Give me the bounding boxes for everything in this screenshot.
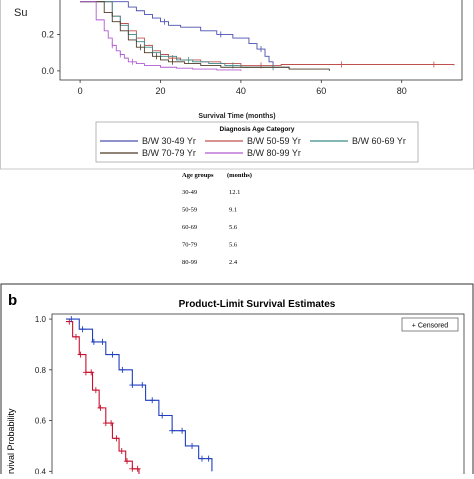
x-axis-label: Survival Time (months) <box>198 113 275 120</box>
censor-mark <box>113 435 120 442</box>
censor-mark <box>189 442 196 449</box>
x-tick-label: 80 <box>397 86 407 96</box>
y-axis-label: Su <box>14 7 27 19</box>
x-tick-label: 0 <box>78 86 83 96</box>
survival-step-line <box>80 1 274 68</box>
series-b-w-60-69-yr <box>80 1 290 71</box>
table-cell: 12.1 <box>229 189 240 196</box>
censor-mark <box>82 369 89 376</box>
censor-mark <box>92 387 99 394</box>
series-1 <box>66 316 213 472</box>
censor-mark <box>124 458 131 465</box>
censor-mark <box>205 455 212 462</box>
series-b-w-30-49-yr <box>80 1 274 68</box>
series-b-w-80-99-yr <box>80 1 242 71</box>
y-tick-label: 0.6 <box>35 417 47 426</box>
legend-entry: B/W 70-79 Yr <box>142 148 196 158</box>
legend-box <box>95 121 419 163</box>
censor-mark <box>118 448 125 455</box>
table-cell: 80-99 <box>182 259 197 266</box>
legend-entry: B/W 60-69 Yr <box>352 136 406 146</box>
series-0 <box>66 318 141 477</box>
censor-mark <box>198 455 205 462</box>
table-cell: 2.4 <box>229 259 238 266</box>
survival-step-line <box>80 1 290 70</box>
censor-mark <box>108 420 115 427</box>
censor-mark <box>139 382 146 389</box>
censor-mark <box>90 338 97 345</box>
median-survival-table: Age groups (months) 30-49 12.1 50-59 9.1 60-69… <box>182 172 252 266</box>
survival-step-line <box>80 1 455 66</box>
censor-mark <box>159 412 166 419</box>
legend-entry: B/W 80-99 Yr <box>247 148 301 158</box>
panel-b-border <box>0 283 474 479</box>
table-cell: 60-69 <box>182 224 197 231</box>
x-tick-label: 20 <box>155 86 165 96</box>
chart-title: Product-Limit Survival Estimates <box>179 299 336 310</box>
y-tick-label: 0.2 <box>41 29 54 39</box>
panel-a-plot: 0 20 40 60 80 0.0 0.2 <box>41 0 463 96</box>
panel-label: b <box>8 292 17 309</box>
censor-mark <box>77 351 84 358</box>
x-tick-label: 40 <box>236 86 246 96</box>
series-b-w-70-79-yr <box>80 1 330 71</box>
censor-mark <box>129 465 136 472</box>
legend-entry: B/W 50-59 Yr <box>247 136 301 146</box>
legend-entry: B/W 30-49 Yr <box>142 136 196 146</box>
censor-mark <box>169 427 176 434</box>
y-tick-label: 0.0 <box>41 66 54 76</box>
censor-mark <box>179 427 186 434</box>
table-header: Age groups <box>182 172 214 179</box>
legend-entry-censored: + Censored <box>412 323 448 330</box>
survival-step-line <box>80 1 330 71</box>
table-cell: 5.6 <box>229 242 238 249</box>
y-tick-label: 0.4 <box>35 467 47 474</box>
censor-mark <box>129 382 136 389</box>
censor-mark <box>72 333 79 340</box>
censor-mark <box>79 326 86 333</box>
plot-frame <box>59 0 463 81</box>
y-axis-label-b: rvival Probability <box>6 408 16 474</box>
survival-step-line <box>66 318 213 472</box>
censor-mark <box>99 338 106 345</box>
x-tick-label: 60 <box>316 86 326 96</box>
y-tick-label: 1.0 <box>35 315 47 324</box>
censor-mark <box>149 397 156 404</box>
table-cell: 5.6 <box>229 224 238 231</box>
legend-title: Diagnosis Age Category <box>220 126 295 133</box>
table-cell: 30-49 <box>182 189 197 196</box>
legend-box-b <box>401 317 459 332</box>
censor-mark <box>88 369 95 376</box>
table-cell: 9.1 <box>229 207 237 214</box>
censor-mark <box>102 420 109 427</box>
censor-mark <box>109 351 116 358</box>
censor-mark <box>68 316 75 323</box>
censor-mark <box>134 465 141 472</box>
censor-mark <box>119 366 126 373</box>
table-header: (months) <box>227 172 252 179</box>
survival-step-line <box>80 1 242 71</box>
table-cell: 50-59 <box>182 207 197 214</box>
table-cell: 70-79 <box>182 242 197 249</box>
y-tick-label: 0.8 <box>35 366 47 375</box>
plot-frame-b <box>51 313 465 479</box>
censor-mark <box>97 404 104 411</box>
